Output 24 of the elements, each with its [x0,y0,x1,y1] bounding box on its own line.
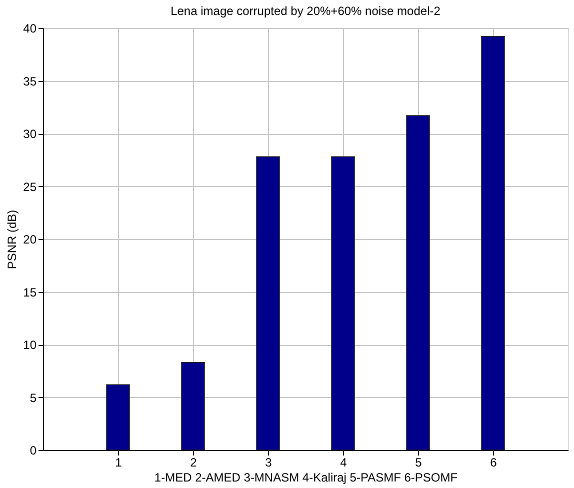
bar [406,115,430,450]
x-tick-label: 5 [415,456,422,470]
x-tick-label: 3 [265,456,272,470]
y-tick-label: 35 [23,74,37,88]
x-axis-title: 1-MED 2-AMED 3-MNASM 4-Kaliraj 5-PASMF 6-PSOMF [154,470,458,484]
y-axis-title: PSNR (dB) [5,210,20,270]
bar [331,156,355,450]
y-tick-label: 25 [23,180,37,194]
y-tick-label: 20 [23,232,37,246]
y-tick-label: 0 [30,444,37,458]
bar [256,156,280,450]
y-tick-label: 5 [30,390,37,405]
x-tick-label: 2 [190,456,198,470]
bar [106,384,130,450]
x-tick-label: 6 [490,456,498,470]
x-tick-label: 4 [340,456,348,470]
bar [181,362,205,450]
chart-title: Lena image corrupted by 20%+60% noise model-2 [170,4,441,18]
y-tick-label: 10 [23,338,37,352]
x-tick-label: 1 [115,456,122,470]
bar [481,36,505,450]
y-tick-label: 15 [23,285,37,300]
y-tick-label: 30 [23,127,37,141]
y-tick-label: 40 [23,22,37,36]
